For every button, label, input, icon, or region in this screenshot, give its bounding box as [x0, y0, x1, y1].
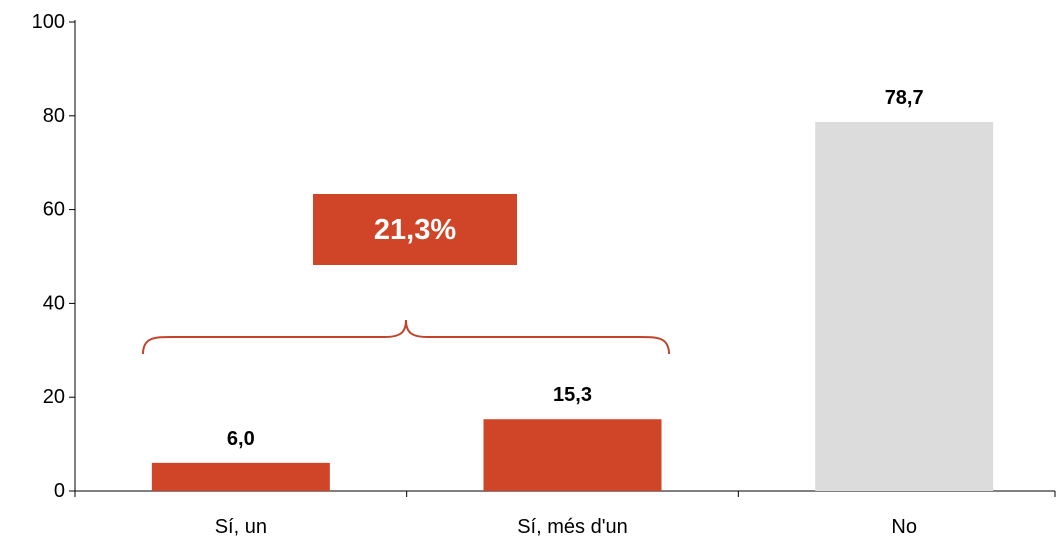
- y-tick-label: 80: [43, 105, 65, 127]
- data-label: 6,0: [227, 428, 255, 450]
- y-tick-label: 40: [43, 292, 65, 314]
- y-tick-label: 0: [54, 480, 65, 502]
- x-category-label: Sí, més d'un: [517, 516, 628, 538]
- bar: [483, 419, 662, 491]
- annotation-text: 21,3%: [374, 214, 456, 246]
- bars: [151, 121, 994, 491]
- annotation: 21,3%: [142, 194, 670, 355]
- y-tick-label: 100: [32, 11, 65, 33]
- annotation-box: [313, 194, 517, 265]
- data-label: 78,7: [885, 87, 924, 109]
- x-category-label: Sí, un: [215, 516, 267, 538]
- data-label: 15,3: [553, 384, 592, 406]
- y-tick-label: 20: [43, 386, 65, 408]
- data-labels: 6,0 15,3 78,7: [227, 87, 924, 450]
- x-category-label: No: [891, 516, 917, 538]
- annotation-brace: [142, 319, 670, 355]
- x-axis: Sí, un Sí, més d'un No: [74, 490, 1056, 538]
- bar: [815, 121, 994, 491]
- y-axis: 0 20 40 60 80 100: [32, 11, 76, 502]
- bar: [151, 462, 330, 491]
- y-tick-label: 60: [43, 199, 65, 221]
